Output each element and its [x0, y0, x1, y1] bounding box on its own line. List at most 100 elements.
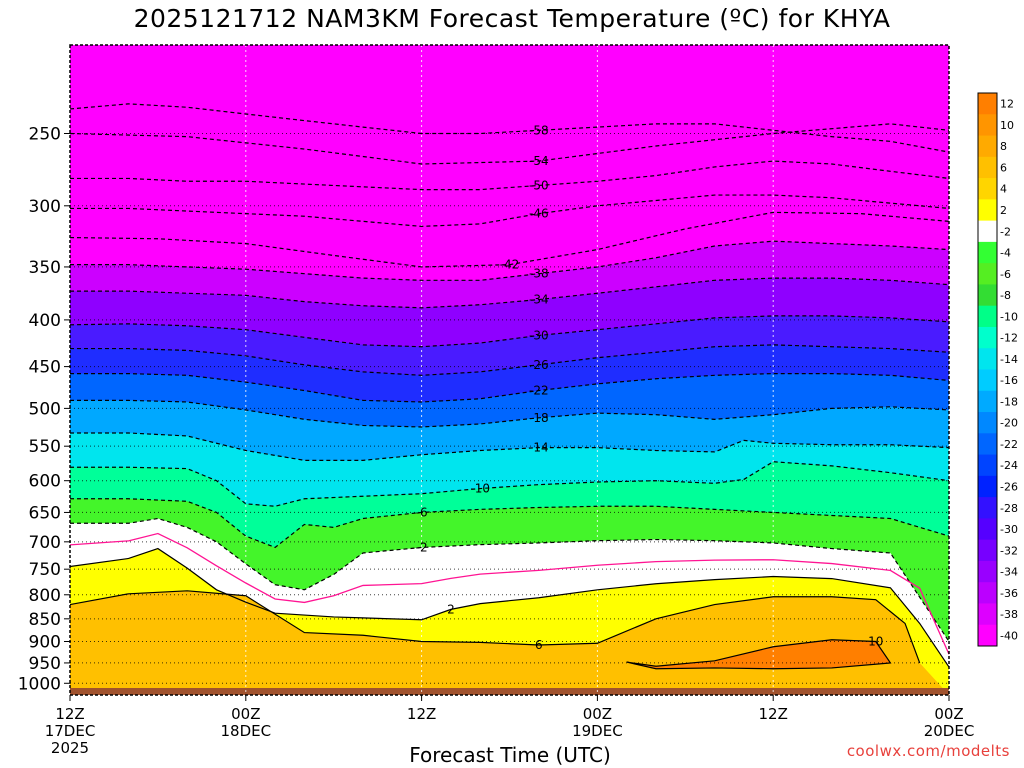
colorbar-swatch — [978, 305, 997, 328]
plot-border — [69, 44, 950, 696]
isotherm-line — [70, 103, 949, 153]
colorbar-label: -6 — [1000, 268, 1011, 281]
isotherm-line — [70, 315, 949, 348]
contour-lines: -58-54-50-46-42-38-34-30-26-22-18-14-10-… — [70, 103, 949, 670]
isotherm-line — [70, 547, 949, 668]
colorbar-swatch — [978, 497, 997, 519]
isotherm-label: -22 — [529, 384, 549, 398]
isotherm-line — [70, 344, 949, 376]
y-tick-label: 850 — [29, 610, 61, 630]
y-tick-label: 500 — [29, 399, 61, 419]
isotherm-line — [70, 517, 949, 642]
isotherm-label: -58 — [529, 123, 549, 137]
colorbar-swatch — [978, 560, 997, 583]
y-tick-label: 350 — [29, 258, 61, 278]
colorbar-swatch — [978, 199, 997, 222]
y-tick-label: 900 — [29, 632, 61, 652]
colorbar-swatch — [978, 390, 997, 413]
x-tick-label: 12Z — [759, 705, 788, 723]
isotherm-label: -14 — [529, 441, 549, 455]
isotherm-label: -2 — [416, 540, 428, 554]
isotherm-label: -18 — [529, 411, 549, 425]
colorbar-label: -36 — [1000, 587, 1018, 600]
y-tick-label: 650 — [29, 503, 61, 523]
x-tick-label: 00Z — [934, 705, 963, 723]
isotherm-line — [70, 399, 949, 428]
y-tick-label: 750 — [29, 560, 61, 580]
colorbar-swatch — [978, 433, 997, 456]
colorbar-label: -8 — [1000, 289, 1011, 302]
y-tick-label: 800 — [29, 586, 61, 606]
isotherm-label: -50 — [529, 178, 549, 192]
colorbar-swatch — [978, 603, 997, 626]
isotherm-label: -54 — [529, 154, 549, 168]
colorbar-label: -20 — [1000, 417, 1018, 430]
colorbar-swatch — [978, 263, 997, 285]
x-tick-label: 18DEC — [221, 722, 272, 740]
colorbar-swatch — [978, 369, 997, 392]
chart-title: 2025121712 NAM3KM Forecast Temperature (… — [133, 4, 891, 33]
x-tick-label: 12Z — [407, 705, 436, 723]
colorbar-label: -30 — [1000, 523, 1018, 536]
colorbar-label: -34 — [1000, 566, 1018, 579]
colorbar-label: -40 — [1000, 629, 1018, 642]
y-tick-label: 300 — [29, 197, 61, 217]
colorbar-label: 10 — [1000, 119, 1014, 132]
isotherm-line — [626, 639, 892, 670]
colorbar-swatch — [978, 284, 997, 307]
colorbar-label: -38 — [1000, 608, 1018, 621]
colorbar-label: 6 — [1000, 161, 1007, 174]
colorbar-swatch — [978, 220, 997, 243]
colorbar-swatch — [978, 156, 997, 179]
colorbar-label: -12 — [1000, 332, 1018, 345]
colorbar-label: -24 — [1000, 459, 1018, 472]
credit-link[interactable]: coolwx.com/modelts — [846, 742, 1010, 760]
colorbar-swatch — [978, 93, 997, 115]
colorbar-label: -16 — [1000, 374, 1018, 387]
isotherm-line — [70, 240, 949, 281]
x-tick-label: 20DEC — [924, 722, 975, 740]
ground-surface — [70, 688, 949, 695]
colorbar-label: -10 — [1000, 310, 1018, 323]
colorbar-label: -4 — [1000, 247, 1011, 260]
y-tick-label: 550 — [29, 437, 61, 457]
colorbar-swatch — [978, 454, 997, 477]
x-tick-label: 00Z — [231, 705, 260, 723]
colorbar-label: -14 — [1000, 353, 1018, 366]
isotherm-label: 10 — [868, 634, 883, 648]
temperature-band — [70, 590, 949, 695]
colorbar-swatch — [978, 114, 997, 137]
isotherm-line — [70, 372, 949, 403]
isotherm-line — [70, 461, 949, 507]
colorbar-swatch — [978, 539, 997, 562]
colorbar-swatch — [978, 412, 997, 434]
isotherm-label: -46 — [529, 207, 549, 221]
x-tick-label: 19DEC — [572, 722, 623, 740]
colorbar-label: -2 — [1000, 225, 1011, 238]
colorbar-label: -32 — [1000, 544, 1018, 557]
colorbar-swatch — [978, 582, 997, 604]
y-tick-label: 250 — [29, 124, 61, 144]
grid-lines — [69, 45, 950, 695]
colorbar-swatch — [978, 624, 997, 647]
colorbar-swatch — [978, 518, 997, 541]
y-tick-label: 600 — [29, 472, 61, 492]
x-tick-label: 12Z — [55, 705, 84, 723]
plot-area — [70, 45, 949, 695]
colorbar-label: 2 — [1000, 204, 1007, 217]
isotherm-label: -30 — [529, 328, 549, 342]
x-tick-label: 00Z — [583, 705, 612, 723]
isotherm-line — [70, 498, 949, 549]
x-tick-label: 17DEC — [45, 722, 96, 740]
colorbar-label: -28 — [1000, 502, 1018, 515]
colorbar-frame — [977, 92, 998, 647]
isotherm-label: -38 — [529, 267, 549, 281]
colorbar-label: -22 — [1000, 438, 1018, 451]
y-tick-label: 400 — [29, 311, 61, 331]
colorbar: 12 10 8 6 4 2 -2 -4 -6 -8 -10 -12 -14 -16 -18 -20 -22 -24… — [977, 92, 1018, 647]
x-tick-label: 2025 — [51, 739, 89, 757]
y-axis: 2503003504004505005506006507007508008509… — [18, 124, 70, 694]
freezing-line — [70, 532, 949, 655]
isotherm-line — [70, 194, 949, 228]
